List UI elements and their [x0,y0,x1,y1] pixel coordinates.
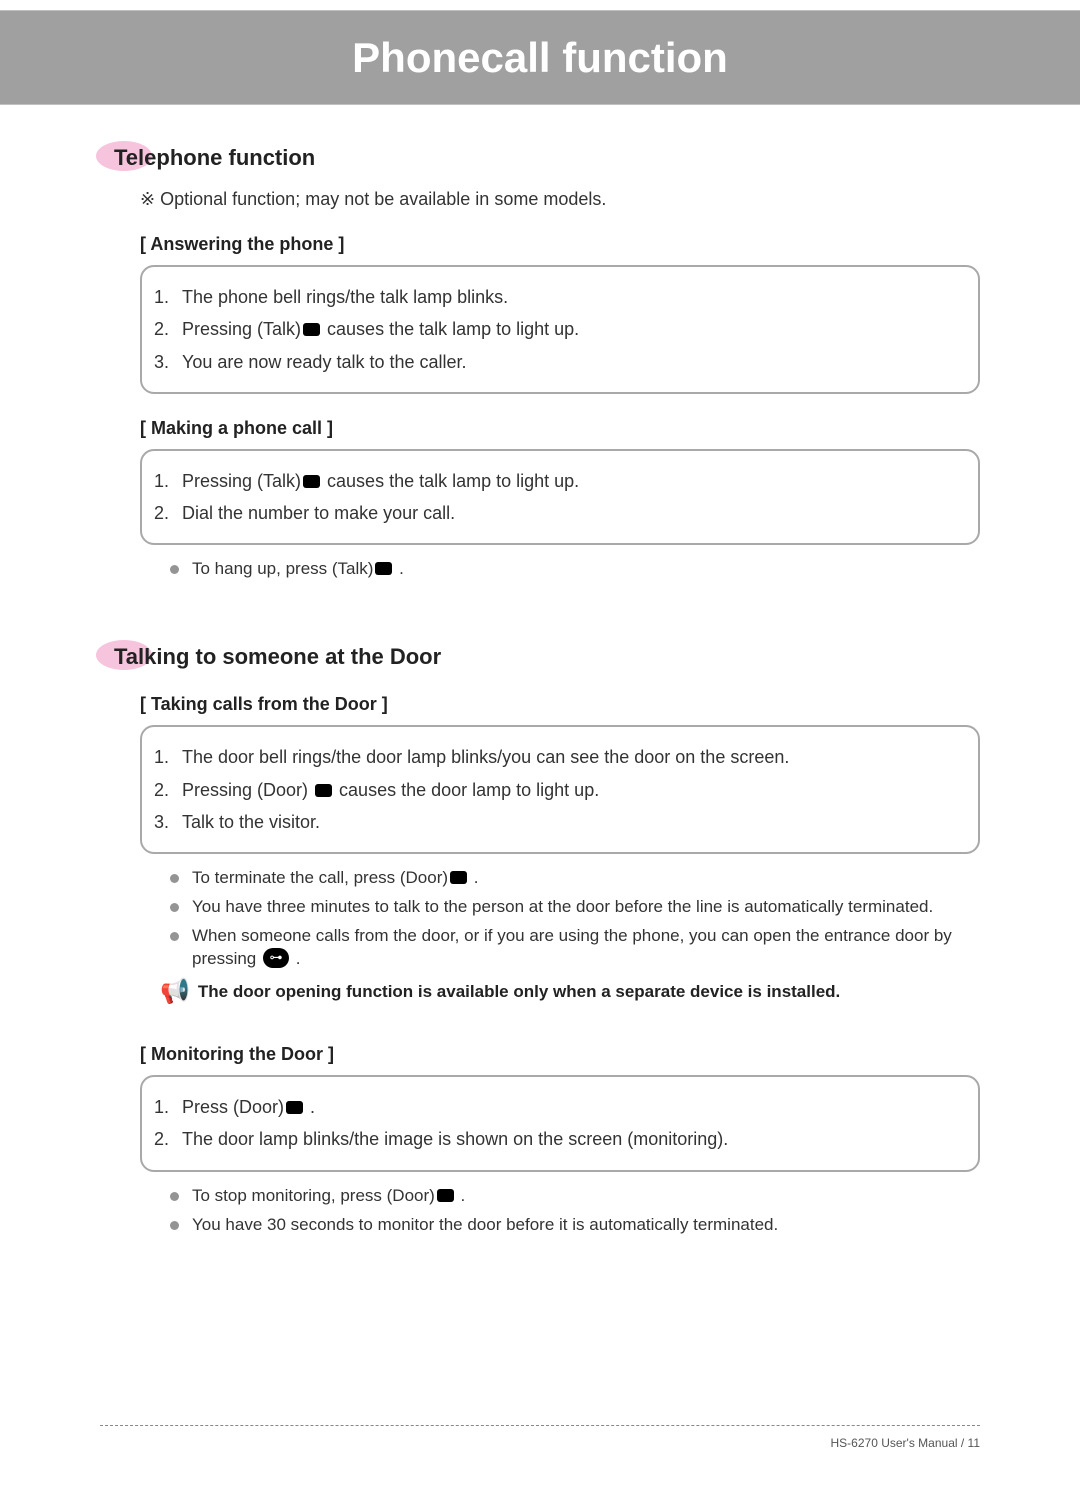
talk-button-icon [286,1101,303,1114]
section-title: Telephone function [114,145,980,171]
content: Telephone function ※ Optional function; … [0,105,1080,1240]
box-making-call: 1.Pressing (Talk) causes the talk lamp t… [140,449,980,546]
note-text: Optional function; may not be available … [160,189,606,209]
step-item: 2.Dial the number to make your call. [154,497,956,529]
talk-button-icon [375,562,392,575]
subheading-making-call: [ Making a phone call ] [140,418,980,439]
bullet-item: To terminate the call, press (Door) . [170,864,980,893]
bullet-item: To hang up, press (Talk) . [170,555,980,584]
bullet-item: To stop monitoring, press (Door) . [170,1182,980,1211]
optional-note: ※ Optional function; may not be availabl… [140,189,980,210]
subheading-answering: [ Answering the phone ] [140,234,980,255]
megaphone-icon: 📢 [160,980,190,1004]
subheading-monitoring: [ Monitoring the Door ] [140,1044,980,1065]
box-taking-door: 1.The door bell rings/the door lamp blin… [140,725,980,854]
section-telephone-head: Telephone function [114,145,980,171]
step-item: 1.Pressing (Talk) causes the talk lamp t… [154,465,956,497]
step-item: 2.Pressing (Door) causes the door lamp t… [154,774,956,806]
bullets-making-call: To hang up, press (Talk) . [170,555,980,584]
header-band: Phonecall function [0,10,1080,105]
warning-row: 📢 The door opening function is available… [160,982,980,1004]
step-item: 1.Press (Door) . [154,1091,956,1123]
door-open-key-icon [263,948,289,968]
steps-taking-door: 1.The door bell rings/the door lamp blin… [154,741,956,838]
bullet-item: You have three minutes to talk to the pe… [170,893,980,922]
footer-rule [100,1425,980,1426]
talk-button-icon [303,323,320,336]
bullets-taking-door: To terminate the call, press (Door) .You… [170,864,980,974]
section-door-head: Talking to someone at the Door [114,644,980,670]
section-title: Talking to someone at the Door [114,644,980,670]
step-item: 2.Pressing (Talk) causes the talk lamp t… [154,313,956,345]
steps-answering: 1.The phone bell rings/the talk lamp bli… [154,281,956,378]
box-monitoring: 1.Press (Door) .2.The door lamp blinks/t… [140,1075,980,1172]
step-item: 3.You are now ready talk to the caller. [154,346,956,378]
talk-button-icon [450,871,467,884]
box-answering: 1.The phone bell rings/the talk lamp bli… [140,265,980,394]
step-item: 2.The door lamp blinks/the image is show… [154,1123,956,1155]
footer-text: HS-6270 User's Manual / 11 [831,1436,980,1450]
step-item: 3.Talk to the visitor. [154,806,956,838]
bullet-item: You have 30 seconds to monitor the door … [170,1211,980,1240]
subheading-taking-door: [ Taking calls from the Door ] [140,694,980,715]
steps-making-call: 1.Pressing (Talk) causes the talk lamp t… [154,465,956,530]
steps-monitoring: 1.Press (Door) .2.The door lamp blinks/t… [154,1091,956,1156]
page-title: Phonecall function [352,34,728,82]
talk-button-icon [437,1189,454,1202]
talk-button-icon [303,475,320,488]
warning-text: The door opening function is available o… [198,982,840,1002]
talk-button-icon [315,784,332,797]
step-item: 1.The phone bell rings/the talk lamp bli… [154,281,956,313]
bullet-item: When someone calls from the door, or if … [170,922,980,974]
bullets-monitoring: To stop monitoring, press (Door) .You ha… [170,1182,980,1240]
step-item: 1.The door bell rings/the door lamp blin… [154,741,956,773]
reference-mark: ※ [140,189,155,209]
